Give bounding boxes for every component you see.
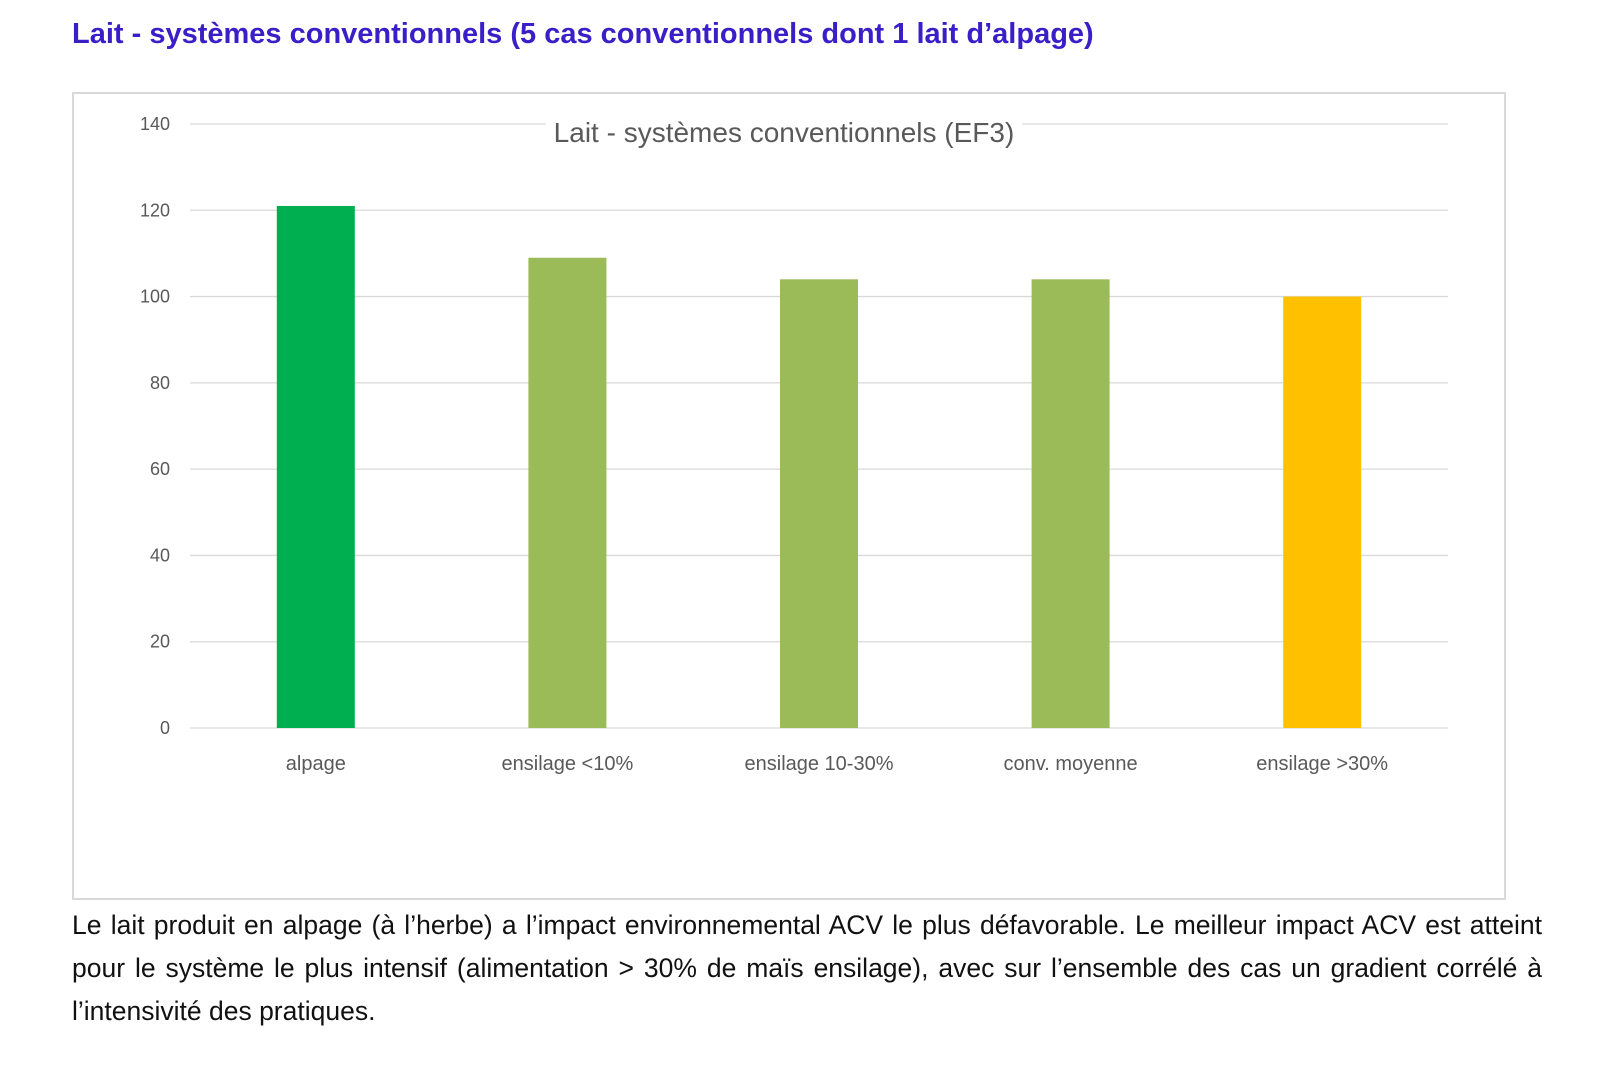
x-tick-label: alpage — [286, 753, 346, 775]
chart-container: 0 20 40 60 80 100 120 140 alpage ensilage <10% en… — [72, 92, 1506, 900]
x-tick-label: ensilage <10% — [502, 753, 634, 775]
y-tick-label: 0 — [160, 718, 170, 738]
chart-title-background — [545, 115, 1023, 150]
x-tick-label: ensilage >30% — [1256, 753, 1388, 775]
y-tick-label: 100 — [140, 287, 170, 307]
x-axis-ticks: alpage ensilage <10% ensilage 10-30% conv. … — [286, 753, 1389, 775]
bar-ensilage-30- — [1283, 296, 1362, 728]
y-tick-label: 60 — [150, 459, 170, 479]
y-tick-label: 40 — [150, 545, 170, 565]
chart-title: Lait - systèmes conventionnels (EF3) — [554, 117, 1015, 148]
y-tick-label: 80 — [150, 373, 170, 393]
bar-ensilage-10-30- — [780, 279, 858, 728]
page-heading: Lait - systèmes conventionnels (5 cas co… — [72, 18, 1094, 50]
bar-chart: 0 20 40 60 80 100 120 140 alpage ensilage <10% en… — [140, 114, 1448, 775]
bar-ensilage-10- — [528, 257, 607, 728]
y-tick-label: 20 — [150, 632, 170, 652]
y-tick-label: 120 — [140, 200, 170, 220]
x-tick-label: conv. moyenne — [1004, 753, 1138, 775]
y-tick-label: 140 — [140, 114, 170, 134]
caption-text: Le lait produit en alpage (à l’herbe) a … — [72, 910, 1542, 1026]
bar-alpage — [276, 205, 355, 728]
y-axis-ticks: 0 20 40 60 80 100 120 140 — [140, 114, 170, 738]
x-tick-label: ensilage 10-30% — [745, 753, 894, 775]
bars — [276, 205, 1362, 728]
bar-conv-moyenne — [1031, 279, 1110, 728]
